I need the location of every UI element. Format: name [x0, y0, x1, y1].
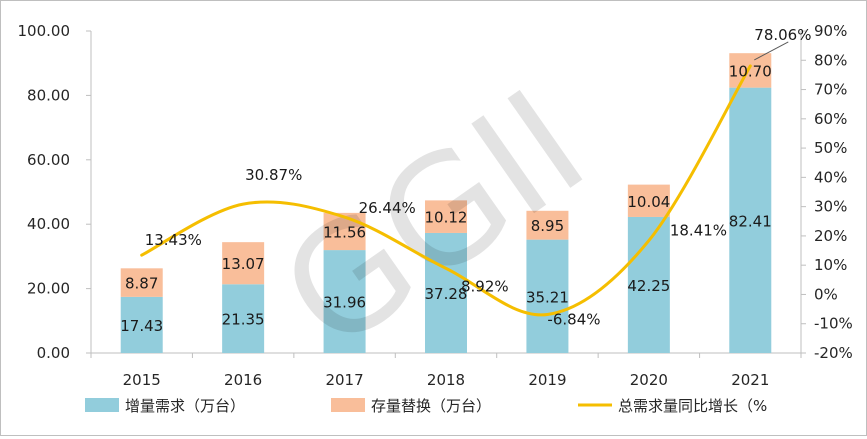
bar-value-label-incremental: 42.25: [627, 277, 670, 295]
left-axis-tick-label: 80.00: [27, 86, 70, 104]
bar-value-label-replacement: 8.95: [531, 217, 564, 235]
right-axis-tick-label: 50%: [814, 139, 847, 157]
bar-value-label-replacement: 13.07: [222, 255, 265, 273]
right-axis-tick-label: 40%: [814, 168, 847, 186]
x-axis-tick-label: 2016: [224, 371, 262, 389]
right-axis-tick-label: -20%: [814, 344, 853, 362]
bar-value-label-replacement: 11.56: [323, 223, 366, 241]
bar-value-label-incremental: 21.35: [222, 311, 265, 329]
right-axis-tick-label: 10%: [814, 256, 847, 274]
legend-label: 总需求量同比增长（%: [618, 397, 767, 415]
growth-rate-label: 13.43%: [145, 231, 202, 249]
bar-value-label-replacement: 8.87: [125, 275, 158, 293]
x-axis-tick-label: 2021: [731, 371, 769, 389]
x-axis-tick-label: 2019: [528, 371, 566, 389]
bar-value-label-incremental: 35.21: [526, 288, 569, 306]
legend-label: 存量替换（万台）: [371, 397, 491, 415]
right-axis-tick-label: 20%: [814, 227, 847, 245]
bar-value-label-replacement: 10.04: [627, 193, 670, 211]
legend: 增量需求（万台） 存量替换（万台） 总需求量同比增长（%: [85, 397, 767, 415]
growth-rate-label: -6.84%: [547, 310, 600, 328]
bar-value-label-incremental: 31.96: [323, 294, 366, 312]
legend-label: 增量需求（万台）: [125, 397, 245, 415]
bar-value-label-incremental: 82.41: [729, 212, 772, 230]
left-axis-tick-label: 0.00: [37, 344, 70, 362]
right-axis-tick-label: 80%: [814, 51, 847, 69]
right-axis-tick-label: 90%: [814, 22, 847, 40]
bar-value-label-replacement: 10.12: [425, 209, 468, 227]
right-axis-tick-label: 30%: [814, 198, 847, 216]
growth-rate-label: 78.06%: [754, 26, 811, 44]
legend-swatch-replacement: [331, 398, 365, 412]
bar-value-label-replacement: 10.70: [729, 62, 772, 80]
left-axis-tick-label: 20.00: [27, 280, 70, 298]
growth-rate-label: 30.87%: [245, 166, 302, 184]
left-axis-tick-label: 40.00: [27, 215, 70, 233]
growth-rate-label: 18.41%: [670, 222, 727, 240]
growth-rate-label: 8.92%: [461, 277, 509, 295]
left-axis-tick-label: 100.00: [18, 22, 71, 40]
left-axis-tick-label: 60.00: [27, 151, 70, 169]
x-axis-tick-label: 2018: [427, 371, 465, 389]
right-axis-tick-label: 60%: [814, 110, 847, 128]
x-axis-tick-label: 2020: [630, 371, 668, 389]
growth-rate-label: 26.44%: [359, 199, 416, 217]
x-axis-tick-label: 2015: [123, 371, 161, 389]
right-axis-tick-label: -10%: [814, 315, 853, 333]
legend-swatch-incremental: [85, 398, 119, 412]
right-axis-tick-label: 70%: [814, 81, 847, 99]
bar-value-label-incremental: 17.43: [120, 317, 163, 335]
right-axis-tick-label: 0%: [814, 285, 838, 303]
